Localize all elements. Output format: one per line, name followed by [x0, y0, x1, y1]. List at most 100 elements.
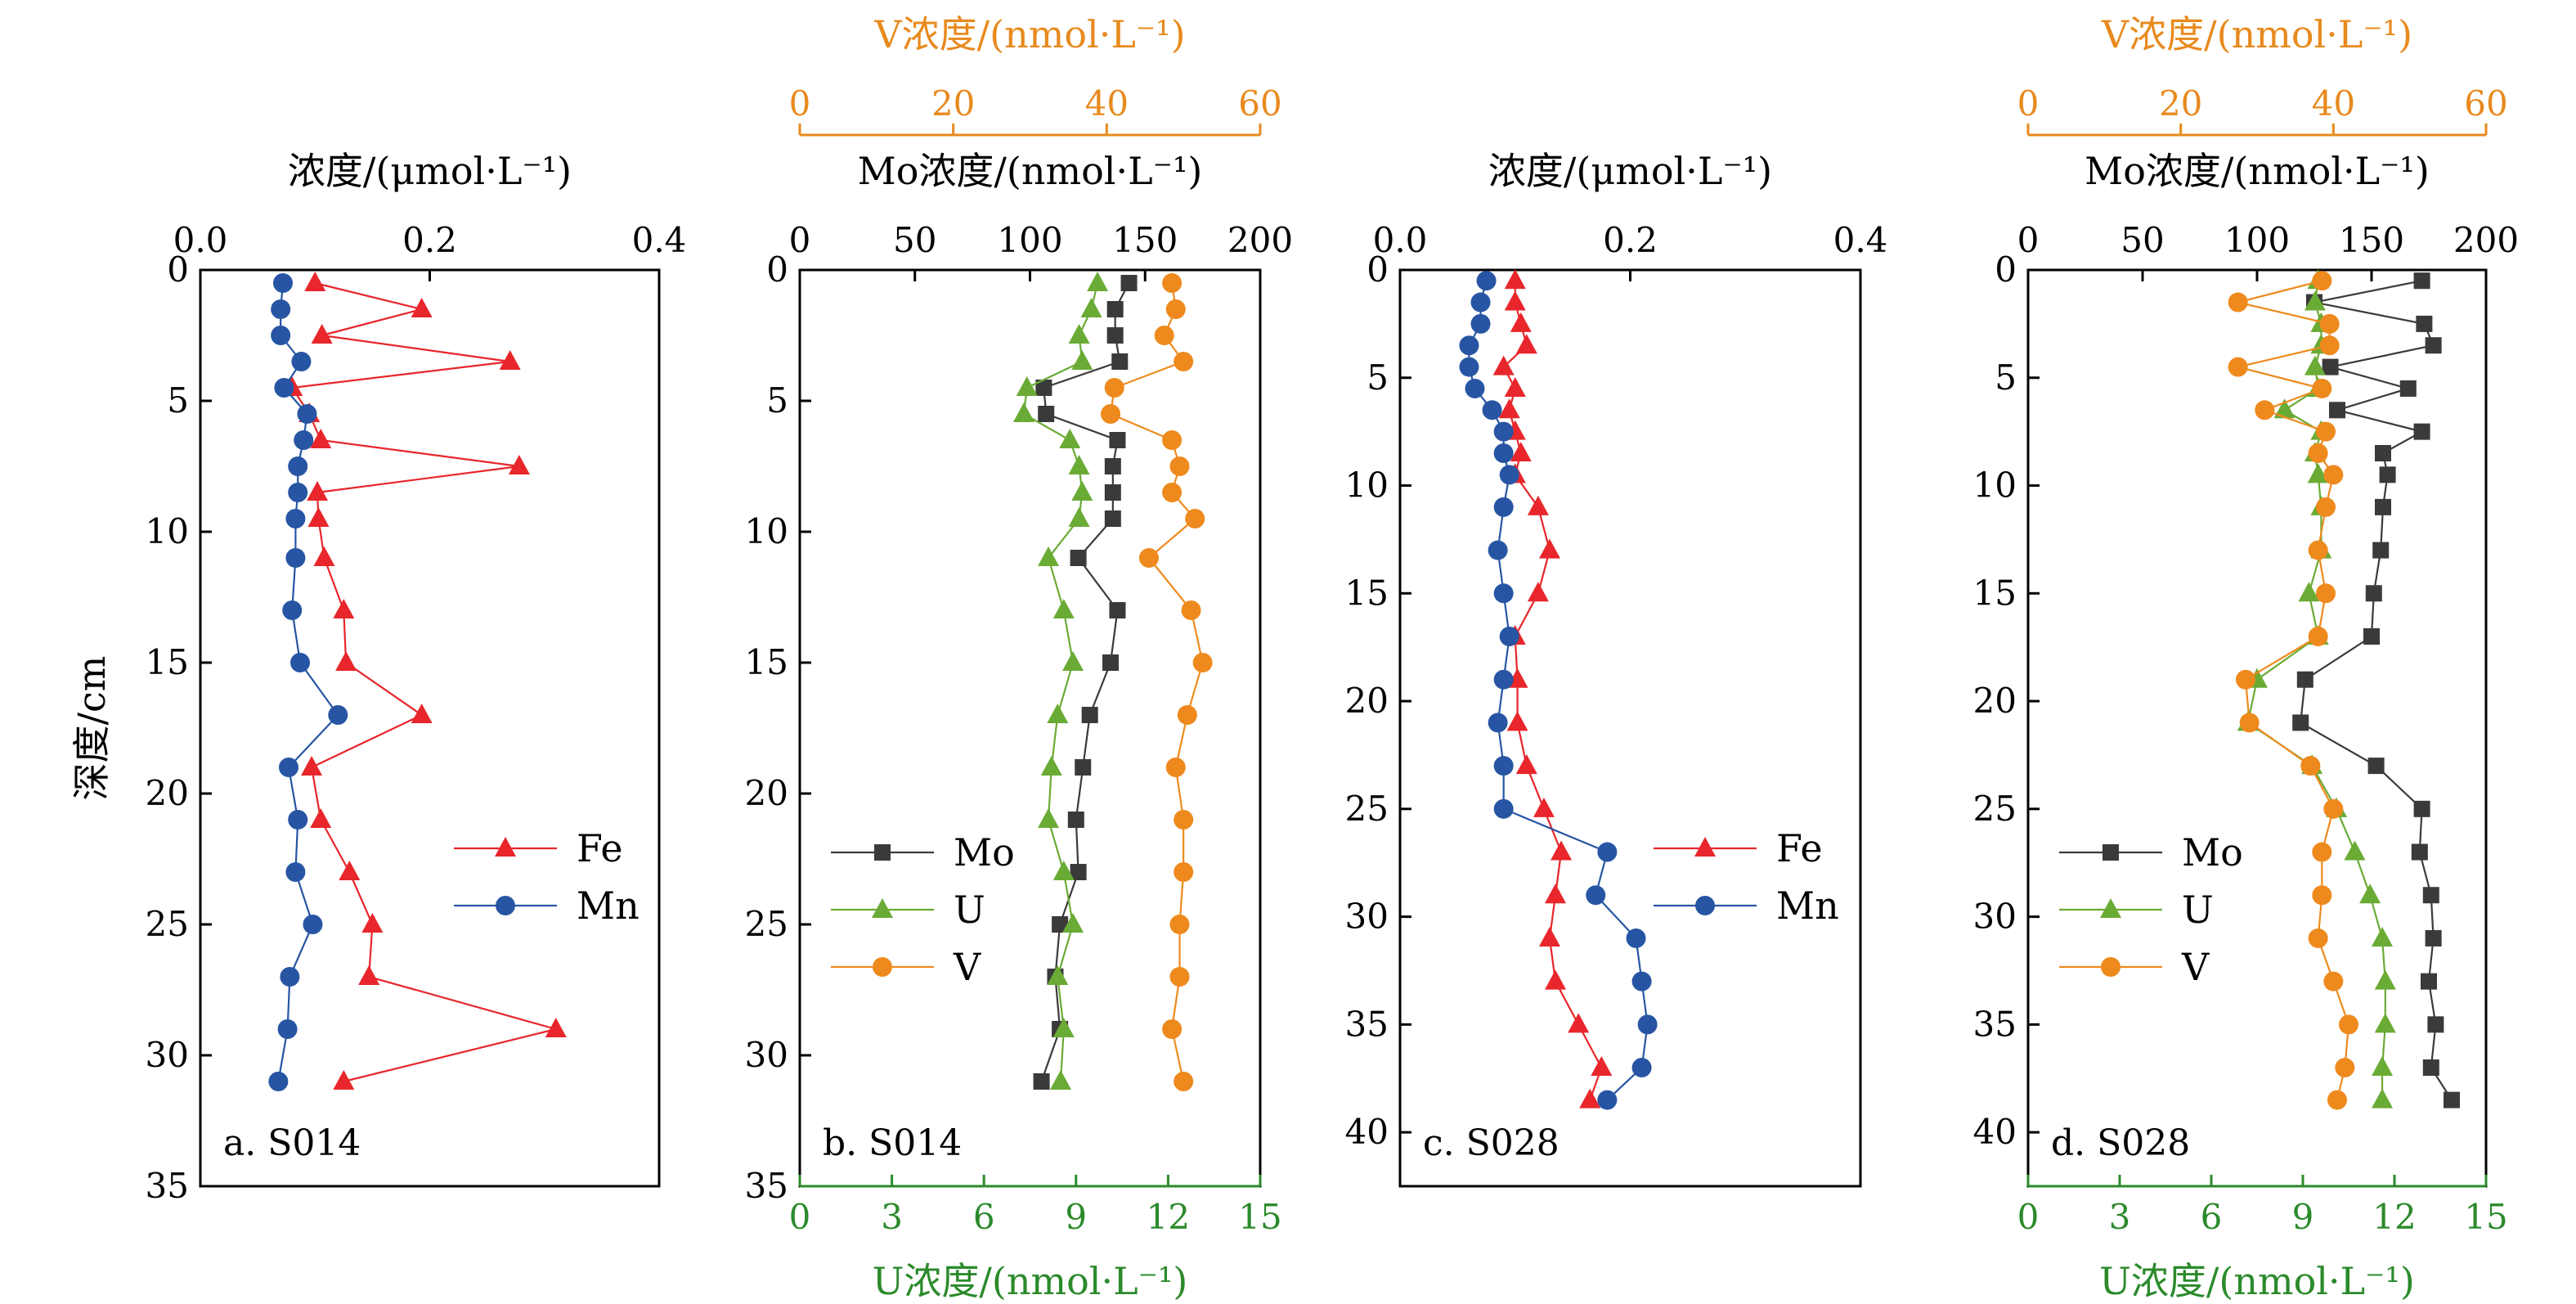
top-tick-label: 0.2: [1603, 220, 1658, 260]
data-point-mn: [1493, 443, 1514, 463]
y-tick-label: 30: [745, 1035, 788, 1075]
top-tick-label: 200: [1227, 220, 1293, 260]
y-tick-label: 30: [1973, 897, 2017, 937]
top-tick-label: 0: [2017, 220, 2040, 260]
series-mo: [1033, 275, 1138, 1090]
data-point-u: [2374, 969, 2396, 990]
data-point-mn: [1586, 885, 1606, 906]
y-tick-label: 25: [745, 904, 788, 944]
data-point-v: [1165, 299, 1186, 319]
data-point-mn: [285, 509, 306, 528]
data-point-v: [2312, 271, 2332, 291]
data-point-mo: [2322, 358, 2339, 375]
panel-label: a. S014: [223, 1122, 361, 1164]
v-axis-tick-label: 60: [2464, 83, 2507, 124]
data-point-v: [2323, 971, 2344, 991]
data-point-u: [2298, 582, 2320, 602]
data-point-fe: [508, 455, 530, 474]
data-point-v: [2312, 842, 2332, 862]
legend: Mo UV: [2059, 830, 2243, 989]
data-point-mn: [272, 273, 293, 293]
top-tick-label: 0: [789, 220, 811, 260]
data-point-u: [2359, 884, 2381, 904]
legend-marker-mo: [2103, 844, 2119, 861]
data-point-mn: [1459, 357, 1479, 377]
data-point-fe: [1538, 926, 1560, 947]
y-tick-label: 20: [1973, 681, 2017, 721]
data-point-fe: [1515, 754, 1537, 775]
legend-marker-v: [2101, 957, 2120, 977]
data-point-v: [2335, 1058, 2355, 1078]
data-point-fe: [307, 507, 330, 527]
u-axis-tick-label: 12: [1147, 1197, 1190, 1237]
data-point-fe: [411, 704, 433, 723]
series-mo: [2292, 272, 2460, 1108]
data-point-mo: [2413, 272, 2430, 290]
data-point-fe: [1551, 840, 1573, 861]
data-point-u: [2273, 398, 2296, 419]
data-point-mo: [1106, 301, 1124, 317]
legend-label: Fe: [577, 826, 623, 870]
data-point-fe: [1545, 969, 1567, 990]
legend: Mo UV: [831, 830, 1015, 989]
legend-label: Mn: [1776, 884, 1839, 928]
data-point-mo: [1052, 916, 1069, 933]
data-point-mn: [1626, 928, 1646, 948]
u-axis-tick-label: 9: [2292, 1197, 2314, 1237]
data-point-mn: [1499, 627, 1519, 646]
data-point-u: [1080, 298, 1102, 317]
data-point-v: [1154, 326, 1174, 345]
top-tick-label: 100: [2224, 220, 2290, 260]
legend-marker-u: [2100, 898, 2121, 918]
data-point-mn: [285, 548, 306, 568]
legend-marker-fe: [1694, 837, 1716, 857]
data-point-u: [1071, 481, 1093, 501]
data-point-mn: [280, 967, 300, 987]
data-point-v: [2300, 756, 2321, 776]
data-point-v: [1165, 758, 1186, 777]
data-point-v: [2228, 357, 2248, 377]
data-point-mo: [2367, 758, 2385, 775]
data-point-v: [1169, 456, 1190, 476]
legend-marker-mo: [874, 844, 891, 861]
data-point-mn: [1465, 378, 1485, 398]
u-axis-tick-label: 3: [2109, 1197, 2131, 1237]
legend-label: Fe: [1776, 826, 1823, 870]
data-point-u: [1068, 507, 1090, 527]
data-point-u: [2372, 1056, 2394, 1077]
data-point-mo: [1120, 275, 1138, 291]
data-point-mo: [2399, 380, 2417, 397]
data-point-v: [2236, 669, 2255, 690]
series-line-mo: [1040, 282, 1130, 1082]
data-point-mn: [1476, 271, 1497, 291]
v-axis-tick-label: 40: [1085, 83, 1129, 124]
data-point-fe: [333, 1070, 355, 1090]
y-tick-label: 40: [1345, 1112, 1389, 1152]
top-tick-label: 150: [1112, 220, 1178, 260]
u-axis-title: U浓度/(nmol·L⁻¹): [2099, 1259, 2415, 1303]
data-point-fe: [1579, 1088, 1601, 1108]
top-tick-label: 0.2: [402, 220, 457, 260]
u-axis-title: U浓度/(nmol·L⁻¹): [873, 1259, 1188, 1303]
data-point-v: [2308, 540, 2328, 560]
data-point-v: [2239, 713, 2260, 733]
u-axis-tick-label: 6: [973, 1197, 995, 1237]
y-tick-label: 35: [745, 1166, 788, 1206]
series-fe: [281, 272, 567, 1090]
data-point-mn: [303, 915, 323, 934]
data-point-u: [1038, 808, 1060, 828]
data-point-mo: [2379, 466, 2396, 483]
v-axis-tick-label: 60: [1238, 83, 1281, 124]
data-point-fe: [310, 429, 332, 448]
y-tick-label: 40: [1973, 1112, 2017, 1152]
panel-c: 0 5 10 15 20 25 30 35 40 0.0 0.2 0.4 浓度/(μmol·L⁻¹) Fe…: [1345, 149, 1887, 1188]
data-point-fe: [1527, 582, 1549, 602]
data-point-v: [2312, 378, 2332, 398]
data-point-v: [2327, 1090, 2347, 1110]
u-axis-tick-label: 15: [2464, 1197, 2507, 1237]
data-point-mn: [288, 483, 308, 502]
data-point-mo: [1104, 484, 1121, 501]
series-mn: [1459, 271, 1658, 1110]
v-axis-tick-label: 20: [931, 83, 975, 124]
data-point-mo: [2444, 1091, 2460, 1108]
